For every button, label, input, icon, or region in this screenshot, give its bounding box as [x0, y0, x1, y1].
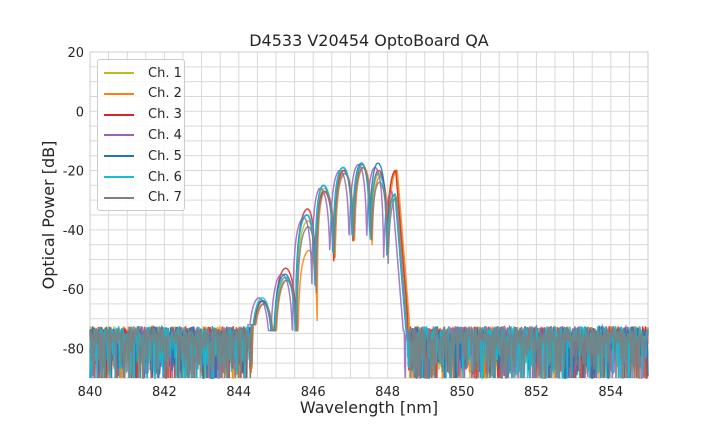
x-tick-label: 844 — [226, 385, 251, 400]
x-axis-label: Wavelength [nm] — [300, 398, 438, 417]
legend-swatch — [104, 176, 134, 178]
legend-label: Ch. 7 — [148, 190, 182, 206]
legend-swatch — [104, 72, 134, 74]
y-tick-label: 0 — [76, 105, 84, 120]
legend-label: Ch. 3 — [148, 107, 182, 123]
series-line-ch7 — [89, 166, 649, 379]
chart-title: D4533 V20454 OptoBoard QA — [249, 31, 489, 50]
series-group — [89, 162, 649, 381]
x-tick-label: 848 — [375, 385, 400, 400]
x-tick-label: 846 — [301, 385, 326, 400]
y-tick-label: -60 — [63, 283, 84, 298]
legend-swatch — [104, 134, 134, 137]
legend-item: Ch. 4 — [104, 125, 182, 145]
y-tick-label: -40 — [63, 224, 84, 239]
legend-item: Ch. 3 — [104, 105, 182, 125]
legend-label: Ch. 2 — [148, 86, 182, 102]
legend-item: Ch. 6 — [104, 167, 182, 187]
legend-item: Ch. 1 — [104, 63, 182, 83]
legend: Ch. 1 Ch. 2 Ch. 3 Ch. 4 Ch. 5 Ch. 6 Ch. 7 — [97, 59, 185, 211]
x-tick-label: 852 — [524, 385, 549, 400]
legend-label: Ch. 1 — [148, 65, 182, 81]
legend-label: Ch. 4 — [148, 127, 182, 143]
x-tick-label: 850 — [450, 385, 475, 400]
tick-labels: 840 842 844 846 848 850 852 854 -80 -60 -40 -20 0 20 — [63, 46, 623, 400]
legend-swatch — [104, 196, 134, 199]
legend-item: Ch. 7 — [104, 188, 182, 208]
legend-swatch — [104, 92, 134, 95]
legend-label: Ch. 6 — [148, 169, 182, 185]
y-tick-label: -80 — [63, 342, 84, 357]
legend-item: Ch. 5 — [104, 146, 182, 166]
legend-label: Ch. 5 — [148, 148, 182, 164]
legend-swatch — [104, 155, 134, 158]
y-tick-label: 20 — [67, 46, 84, 61]
legend-swatch — [104, 113, 134, 116]
y-tick-label: -20 — [63, 165, 84, 180]
legend-item: Ch. 2 — [104, 84, 182, 104]
x-tick-label: 854 — [598, 385, 623, 400]
x-tick-label: 842 — [152, 385, 177, 400]
y-axis-label: Optical Power [dB] — [39, 141, 58, 290]
plot-frame — [89, 51, 649, 379]
x-tick-label: 840 — [78, 385, 103, 400]
